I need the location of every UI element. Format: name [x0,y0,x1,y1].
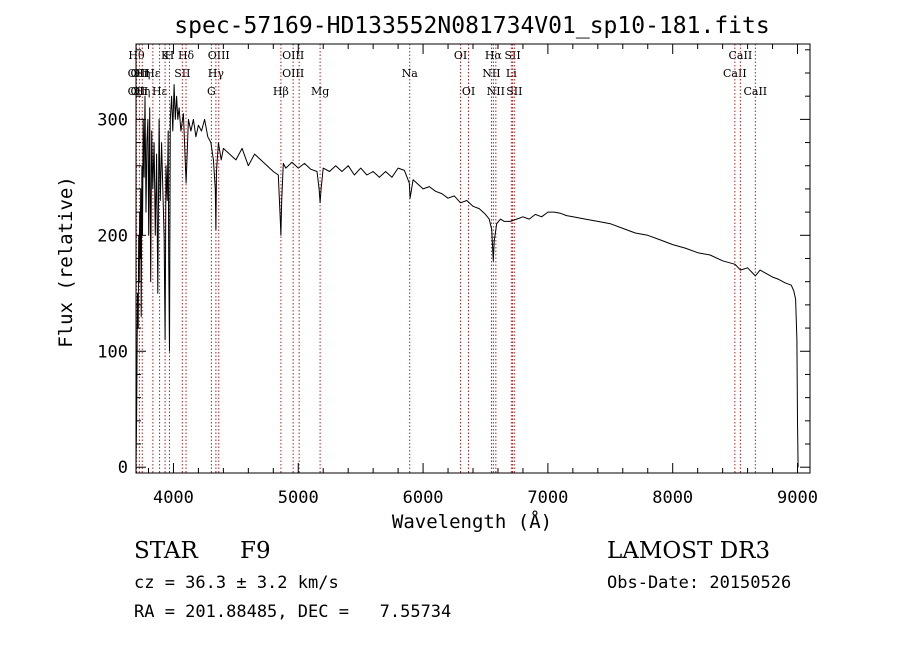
x-tick-label: 6000 [403,488,444,508]
line-marker-label: OIII [208,49,230,62]
axis-ticks: 4000 5000 6000 7000 8000 9000 0 100 200 300 [97,44,818,508]
line-marker-label: Hε [145,67,161,80]
line-marker-label: OI [462,85,475,98]
object-class: STAR [134,538,198,564]
x-tick-label: 4000 [153,488,194,508]
survey-name: LAMOST DR3 [607,538,771,564]
line-marker-label: Na [402,67,419,80]
y-tick-label: 200 [97,226,128,246]
x-tick-label: 5000 [278,488,319,508]
line-marker-label: NII [482,67,500,80]
spectrum-series-layer [135,84,799,468]
line-marker-label: OIII [282,49,304,62]
y-axis-label: Flux (relative) [55,176,77,348]
x-tick-label: 8000 [652,488,693,508]
line-marker-label: OII [131,85,149,98]
line-marker-label: Li [506,67,517,80]
y-tick-label: 100 [97,342,128,362]
object-subclass: F9 [240,538,271,564]
line-marker-label: SII [506,85,522,98]
chart-title: spec-57169-HD133552N081734V01_sp10-181.f… [174,13,769,39]
x-tick-label: 9000 [777,488,818,508]
line-marker-label: SII [174,67,190,80]
line-marker-label: Hη [134,67,150,80]
line-marker-label: SII [504,49,520,62]
spectrum-line [135,84,799,468]
y-tick-label: 300 [97,110,128,130]
redshift-line: cz = 36.3 ± 3.2 km/s [134,573,339,593]
line-marker-label: CaII [729,49,753,62]
line-marker-label: Hβ [273,85,289,98]
line-marker-label: Hη [134,85,150,98]
line-markers: HθOIIOIIOIIOIIHηHηHεHεKHSIIHδGHγOIIIHβOI… [128,44,767,473]
line-marker-label: G [207,85,216,98]
y-tick-label: 0 [118,458,128,478]
line-marker-label: OII [131,67,149,80]
ra-dec-line: RA = 201.88485, DEC = 7.55734 [134,602,452,622]
line-marker-label: Hθ [128,49,145,62]
x-tick-label: 7000 [527,488,568,508]
line-marker-label: Hγ [208,67,225,80]
line-marker-label: CaII [723,67,747,80]
line-marker-label: Mg [311,85,329,98]
line-marker-label: Hα [485,49,503,62]
line-marker-label: OI [454,49,467,62]
line-marker-label: H [165,49,175,62]
plot-frame [135,43,811,474]
x-axis-label: Wavelength (Å) [392,510,552,533]
line-marker-label: Hε [152,85,168,98]
line-marker-label: K [161,49,170,62]
line-marker-label: CaII [743,85,767,98]
line-marker-label: NII [487,85,505,98]
line-marker-label: Hδ [178,49,195,62]
line-marker-label: OIII [282,67,304,80]
obs-date: Obs-Date: 20150526 [607,573,792,593]
